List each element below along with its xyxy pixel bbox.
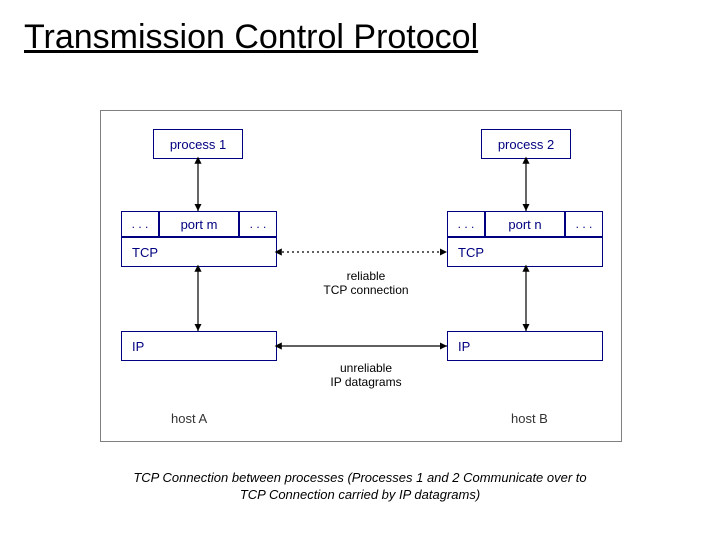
node-ell-b-left-label: . . . (458, 217, 475, 231)
label-unreliable-line1: unreliable (340, 361, 392, 375)
node-tcp-a-label: TCP (132, 245, 158, 260)
node-ip-b: IP (447, 331, 603, 361)
label-host-a: host A (171, 411, 207, 426)
node-port-m: port m (159, 211, 239, 237)
node-ip-a: IP (121, 331, 277, 361)
node-tcp-b-label: TCP (458, 245, 484, 260)
node-process1-label: process 1 (170, 137, 226, 152)
node-ell-a-left-label: . . . (132, 217, 149, 231)
node-ell-b-right-label: . . . (576, 217, 593, 231)
diagram-frame: process 1 process 2 . . . port m . . . .… (100, 110, 622, 442)
label-unreliable: unreliable IP datagrams (311, 361, 421, 389)
node-port-n: port n (485, 211, 565, 237)
node-process1: process 1 (153, 129, 243, 159)
label-reliable: reliable TCP connection (311, 269, 421, 297)
node-ip-b-label: IP (458, 339, 470, 354)
label-reliable-line2: TCP connection (323, 283, 408, 297)
caption-line1: TCP Connection between processes (Proces… (133, 470, 586, 485)
node-process2-label: process 2 (498, 137, 554, 152)
label-reliable-line1: reliable (347, 269, 386, 283)
node-port-m-label: port m (181, 217, 218, 232)
caption-line2: TCP Connection carried by IP datagrams) (240, 487, 480, 502)
node-tcp-b: TCP (447, 237, 603, 267)
caption: TCP Connection between processes (Proces… (0, 470, 720, 504)
node-process2: process 2 (481, 129, 571, 159)
node-ell-a-right-label: . . . (250, 217, 267, 231)
node-ell-b-right: . . . (565, 211, 603, 237)
node-ip-a-label: IP (132, 339, 144, 354)
node-port-n-label: port n (508, 217, 541, 232)
node-ell-a-left: . . . (121, 211, 159, 237)
label-host-b: host B (511, 411, 548, 426)
node-ell-a-right: . . . (239, 211, 277, 237)
label-unreliable-line2: IP datagrams (330, 375, 401, 389)
node-tcp-a: TCP (121, 237, 277, 267)
node-ell-b-left: . . . (447, 211, 485, 237)
page-title: Transmission Control Protocol (24, 18, 478, 57)
